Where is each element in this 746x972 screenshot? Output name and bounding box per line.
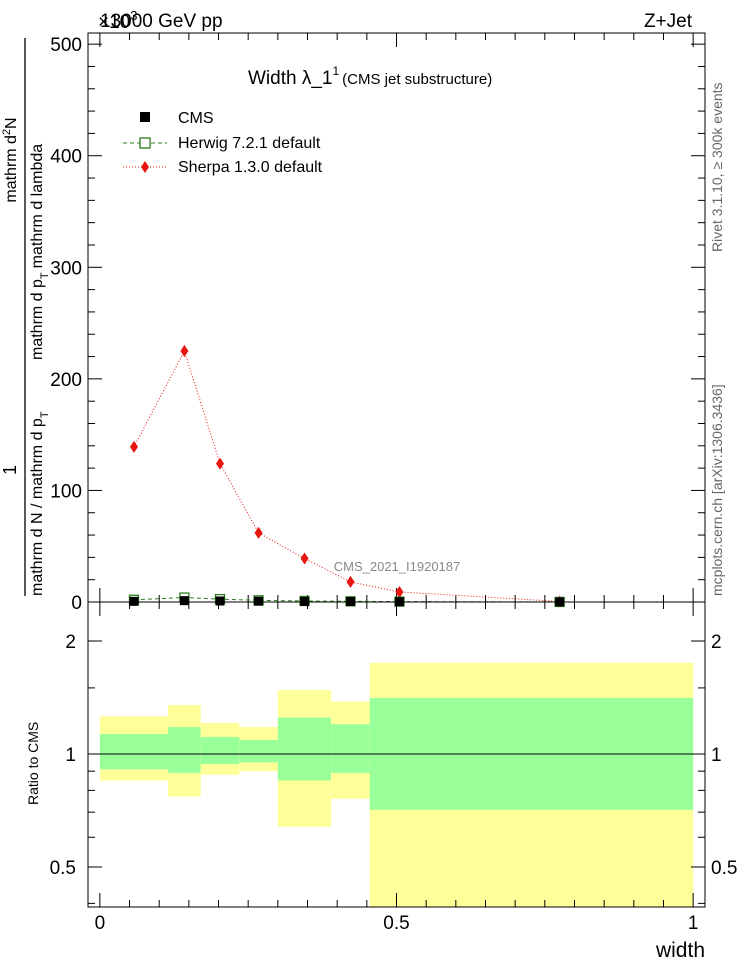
ratio-band-inner (200, 736, 240, 765)
legend-marker-cms (140, 112, 150, 122)
ratio-ytick-label-right: 0.5 (711, 858, 737, 879)
cms-point (215, 596, 225, 606)
main-ytick-label: 400 (50, 147, 82, 168)
cms-point (346, 596, 356, 606)
mcplots-label: mcplots.cern.ch [arXiv:1306.3436] (709, 384, 725, 596)
main-ytick-label: 0 (71, 593, 82, 614)
sherpa-point (395, 585, 404, 598)
herwig-line (133, 597, 560, 603)
sherpa-point (346, 575, 355, 588)
cms-point (129, 596, 139, 606)
ratio-ylabel: Ratio to CMS (25, 722, 41, 805)
xtick-label: 0 (95, 913, 106, 934)
multiplier-label: ×103 (98, 8, 137, 33)
main-ytick-label: 200 (50, 370, 82, 391)
legend: CMS Herwig 7.2.1 default Sherpa 1.3.0 de… (123, 110, 323, 176)
cms-point (254, 596, 264, 606)
legend-marker-sherpa (141, 161, 149, 173)
ratio-ytick-label: 1 (65, 745, 76, 766)
ratio-ytick-labels-right: 0.5 1 2 (711, 632, 737, 879)
beam-energy-label: 13000 GeV pp (100, 11, 223, 32)
xtick-labels: 0 0.5 1 (95, 913, 699, 934)
legend-marker-herwig (139, 137, 151, 149)
sherpa-point (254, 526, 263, 539)
main-ytick-labels: 0 100 200 300 400 500 (50, 35, 82, 614)
ratio-band-inner (168, 727, 201, 773)
legend-label-cms: CMS (178, 110, 214, 127)
cms-point (300, 596, 310, 606)
main-ylabel: 1 mathrm d2N mathrm d pTmathrm d lambda … (0, 38, 51, 596)
ratio-band-inner (277, 717, 332, 781)
main-ytick-label: 100 (50, 481, 82, 502)
x-axis-label: width (655, 939, 705, 962)
ratio-band-inner (239, 739, 278, 763)
ylabel-inner-top: mathrm d2N (1, 117, 20, 202)
legend-label-sherpa: Sherpa 1.3.0 default (178, 159, 323, 176)
xtick-label: 0.5 (383, 913, 409, 934)
ylabel-denominator-bottom: mathrm d N / mathrm d pT (29, 411, 51, 596)
sherpa-point (216, 457, 225, 470)
ratio-band-inner (331, 724, 370, 773)
sherpa-point (180, 344, 189, 357)
analysis-watermark: CMS_2021_I1920187 (334, 559, 461, 574)
ratio-ytick-label: 0.5 (50, 858, 76, 879)
ratio-ytick-label-right: 2 (711, 632, 722, 653)
cms-series (129, 596, 565, 607)
main-ytick-label: 300 (50, 258, 82, 279)
xtick-label: 1 (688, 913, 699, 934)
legend-label-herwig: Herwig 7.2.1 default (178, 135, 321, 152)
rivet-version-label: Rivet 3.1.10, ≥ 300k events (709, 82, 725, 252)
ratio-ytick-label: 2 (65, 632, 76, 653)
ratio-bands (99, 662, 694, 907)
main-ytick-label: 500 (50, 35, 82, 56)
ylabel-numerator: 1 (0, 465, 20, 475)
plot-title: Width λ_11 (CMS jet substructure) (248, 64, 492, 89)
ratio-ytick-label-right: 1 (711, 745, 722, 766)
process-label: Z+Jet (644, 11, 693, 32)
ratio-ytick-labels-left: 0.5 1 2 (50, 632, 76, 879)
sherpa-point (300, 552, 309, 565)
ylabel-denominator-top: mathrm d pTmathrm d lambda (29, 144, 51, 360)
ratio-band-inner (99, 734, 169, 770)
cms-point (179, 596, 189, 606)
sherpa-point (129, 440, 138, 453)
ratio-axis-ticks (88, 602, 705, 907)
